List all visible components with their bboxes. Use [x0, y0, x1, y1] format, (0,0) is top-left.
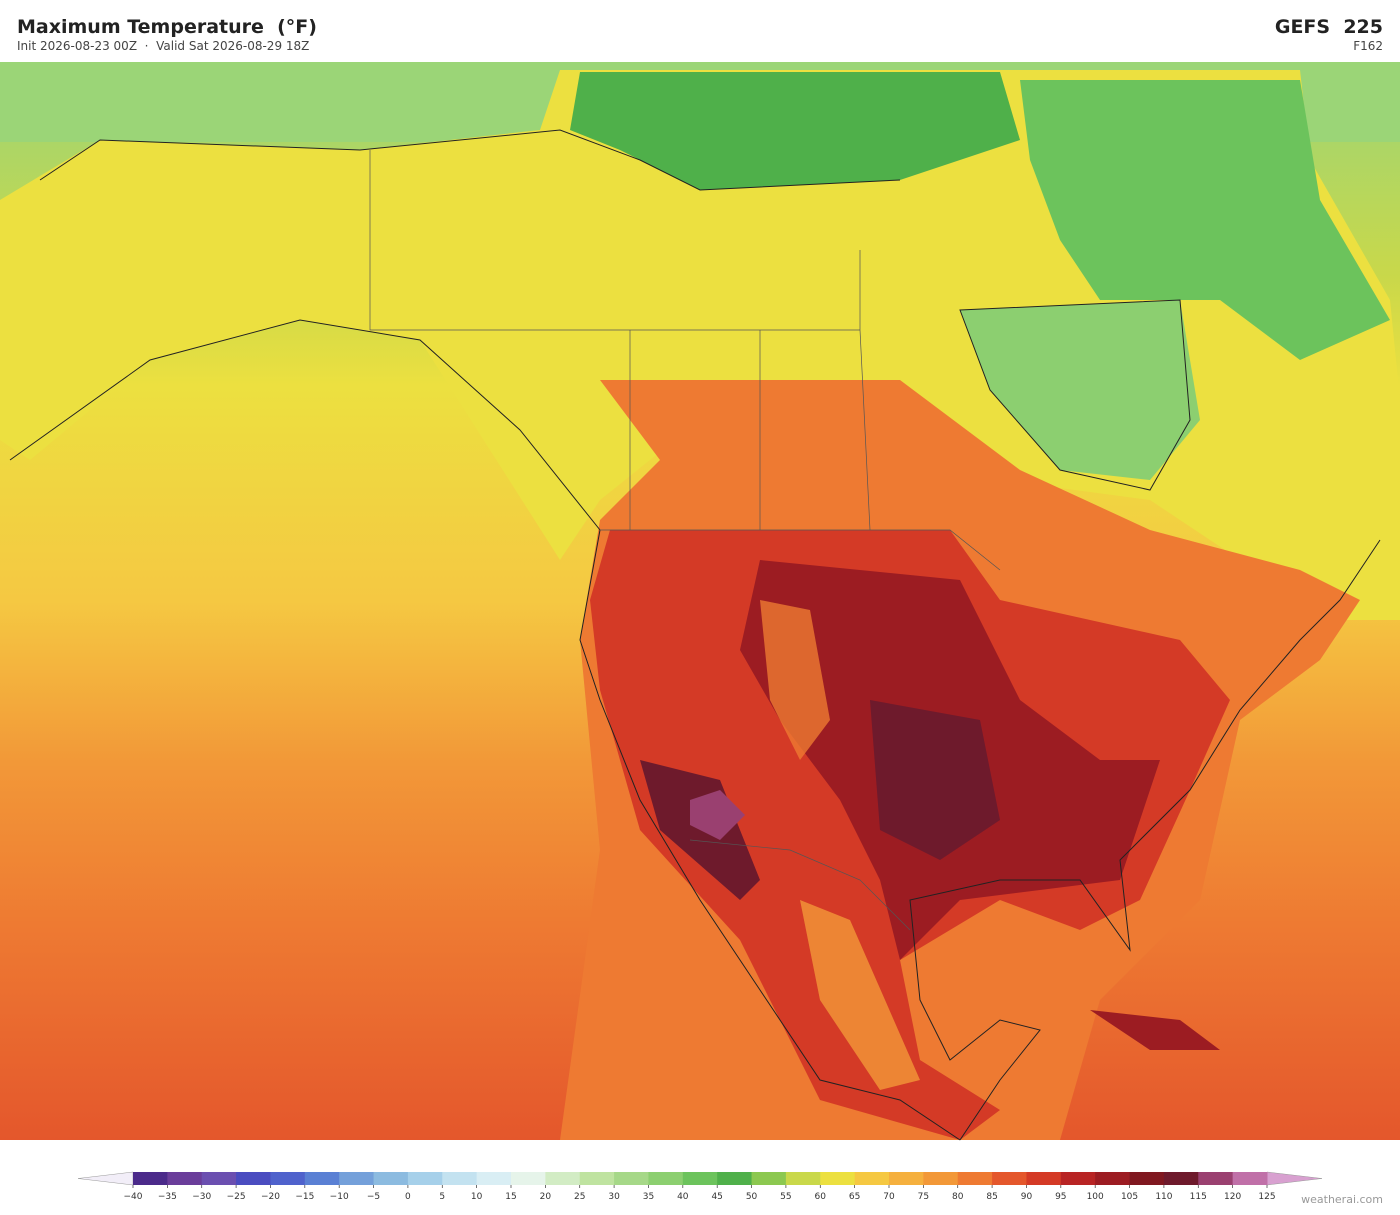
- us-mexico-border: [689, 839, 911, 931]
- colorbar-tick-label: 70: [883, 1192, 895, 1202]
- colorbar-tick-label: 95: [1055, 1192, 1066, 1202]
- colorbar-tick-label: 80: [952, 1192, 964, 1202]
- colorbar-cell: [1129, 1172, 1165, 1185]
- colorbar-tick-label: −10: [330, 1192, 349, 1202]
- colorbar-cell: [889, 1172, 924, 1185]
- colorbar-tick-label: −20: [261, 1192, 280, 1202]
- colorbar-tick-label: 100: [1087, 1192, 1104, 1202]
- colorbar-tick-label: 75: [918, 1192, 929, 1202]
- forecast-hour: F162: [1353, 39, 1383, 53]
- colorbar-cell: [545, 1172, 581, 1185]
- cuba: [1090, 1010, 1220, 1050]
- colorbar-cell: [442, 1172, 478, 1185]
- colorbar-tick-label: 110: [1155, 1192, 1172, 1202]
- colorbar-cell: [854, 1172, 890, 1185]
- colorbar-tick-label: 115: [1190, 1192, 1207, 1202]
- colorbar-cell: [133, 1172, 168, 1185]
- colorbar-cell: [339, 1172, 375, 1185]
- colorbar-tick-label: −30: [192, 1192, 211, 1202]
- colorbar-tick-label: −35: [158, 1192, 177, 1202]
- arctic-islands: [570, 72, 1020, 190]
- model-name: GEFS 225: [1274, 16, 1383, 38]
- colorbar-tick-label: 50: [746, 1192, 758, 1202]
- colorbar-cell: [407, 1172, 443, 1185]
- colorbar-cell: [717, 1172, 753, 1185]
- colorbar-tick-label: 45: [711, 1192, 722, 1202]
- colorbar-tick-label: 90: [1021, 1192, 1033, 1202]
- province-borders: [369, 150, 871, 531]
- colorbar-tick-label: 35: [643, 1192, 654, 1202]
- coastline-north: [39, 129, 901, 191]
- watermark: weatherai.com: [1301, 1193, 1383, 1206]
- colorbar-tick-label: −25: [227, 1192, 246, 1202]
- colorbar-tick-label: −15: [295, 1192, 314, 1202]
- map-title: Maximum Temperature (°F): [17, 16, 317, 38]
- colorbar-cell: [648, 1172, 684, 1185]
- colorbar-cell: [614, 1172, 649, 1185]
- colorbar-cell: [785, 1172, 821, 1185]
- map-subtitle: Init 2026-08-23 00Z · Valid Sat 2026-08-…: [17, 39, 310, 53]
- colorbar-cell: [1198, 1172, 1234, 1185]
- colorbar-cell: [201, 1172, 237, 1185]
- colorbar-cell: [751, 1172, 787, 1185]
- rockies-cooler: [760, 600, 830, 760]
- hudson-coast: [959, 299, 1191, 491]
- colorbar-tick-label: 10: [471, 1192, 483, 1202]
- colorbar-tick-label: 0: [405, 1192, 411, 1202]
- colorbar-cell: [476, 1172, 512, 1185]
- colorbar-tick-label: 25: [574, 1192, 585, 1202]
- colorbar-cell: [1060, 1172, 1096, 1185]
- colorbar-cell: [167, 1172, 203, 1185]
- colorbar-cell: [923, 1172, 959, 1185]
- colorbar-cell: [1095, 1172, 1131, 1185]
- colorbar-cell: [270, 1172, 306, 1185]
- colorbar-tick-label: 120: [1224, 1192, 1241, 1202]
- hudson-bay: [960, 300, 1200, 480]
- colorbar-cell: [682, 1172, 718, 1185]
- us-canada-border: [600, 529, 1001, 571]
- colorbar-cell: [304, 1172, 340, 1185]
- colorbar-cell: [957, 1172, 993, 1185]
- colorbar-cell: [992, 1172, 1027, 1185]
- colorbar-tick-label: 105: [1121, 1192, 1138, 1202]
- coastline-east: [909, 539, 1381, 1141]
- colorbar-cell: [1026, 1172, 1062, 1185]
- colorbar: −40 −35 −30 −25 −20 −15 −10 −5 0 5 10 15 20 25 30 35 40 4…: [77, 1171, 1323, 1202]
- colorbar-tick-label: 5: [439, 1192, 445, 1202]
- colorbar-tick-label: 40: [677, 1192, 689, 1202]
- colorbar-cell: [511, 1172, 546, 1185]
- colorbar-tick-label: −40: [124, 1192, 143, 1202]
- colorbar-tick-label: 15: [505, 1192, 516, 1202]
- colorbar-cell: [1163, 1172, 1199, 1185]
- colorbar-under: [77, 1171, 134, 1186]
- colorbar-tick-label: −5: [367, 1192, 380, 1202]
- colorbar-tick-label: 55: [780, 1192, 791, 1202]
- colorbar-tick-label: 65: [849, 1192, 860, 1202]
- colorbar-tick-label: 30: [608, 1192, 620, 1202]
- colorbar-cell: [236, 1172, 271, 1185]
- colorbar-cell: [1232, 1172, 1268, 1185]
- colorbar-tick-label: 125: [1258, 1192, 1275, 1202]
- colorbar-cell: [373, 1172, 409, 1185]
- colorbar-tick-label: 20: [540, 1192, 552, 1202]
- colorbar-over: [1266, 1171, 1323, 1186]
- baffin-region: [1020, 80, 1390, 360]
- colorbar-cell: [579, 1172, 615, 1185]
- coastline-west: [9, 319, 961, 1141]
- colorbar-tick-label: 60: [815, 1192, 827, 1202]
- colorbar-tick-label: 85: [986, 1192, 997, 1202]
- desert-extreme: [690, 790, 745, 840]
- mexico-highlands: [800, 900, 920, 1090]
- colorbar-cell: [820, 1172, 856, 1185]
- southern-plains-core: [870, 700, 1000, 860]
